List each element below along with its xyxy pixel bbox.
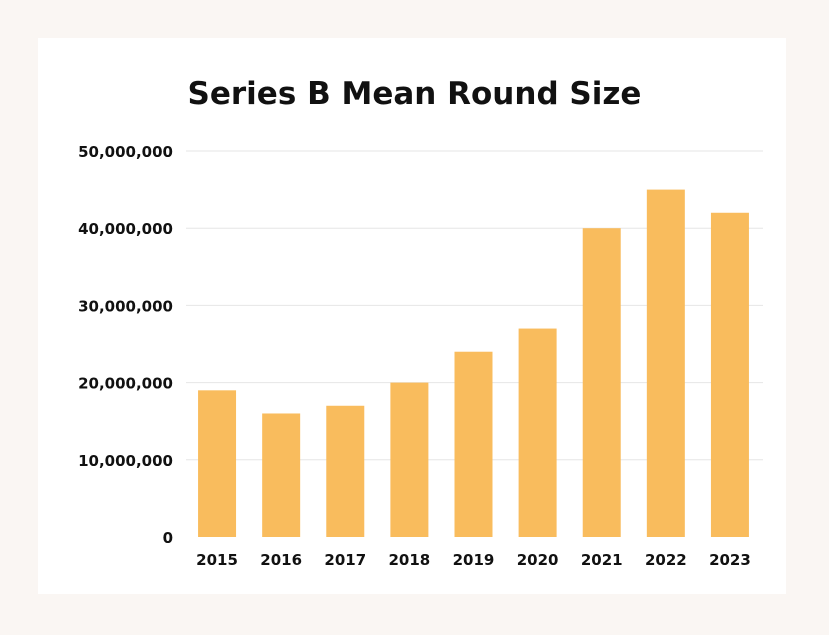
x-tick-label: 2015 xyxy=(196,551,238,569)
y-tick-label: 30,000,000 xyxy=(78,297,173,315)
bar-2021 xyxy=(582,228,621,537)
bar-2023 xyxy=(710,212,749,537)
bar-2015 xyxy=(198,390,237,537)
bars xyxy=(198,189,749,537)
chart-title: Series B Mean Round Size xyxy=(187,76,642,112)
y-tick-label: 10,000,000 xyxy=(78,452,173,470)
bar-2016 xyxy=(262,413,301,537)
x-tick-label: 2019 xyxy=(453,551,495,569)
y-axis-tick-labels: 0 10,000,000 20,000,000 30,000,000 40,000,00… xyxy=(78,143,173,547)
bar-2022 xyxy=(646,189,685,537)
bar-2017 xyxy=(326,405,365,537)
bar-2019 xyxy=(454,351,493,537)
bar-2018 xyxy=(390,382,429,537)
x-tick-label: 2017 xyxy=(324,551,366,569)
bar-2020 xyxy=(518,328,557,537)
x-tick-label: 2023 xyxy=(709,551,751,569)
y-tick-label: 0 xyxy=(163,529,173,547)
x-tick-label: 2018 xyxy=(389,551,431,569)
y-tick-label: 20,000,000 xyxy=(78,375,173,393)
x-tick-label: 2020 xyxy=(517,551,559,569)
y-tick-label: 40,000,000 xyxy=(78,220,173,238)
x-axis-tick-labels: 2015 2016 2017 2018 2019 2020 2021 2022 2023 xyxy=(196,551,751,569)
y-tick-label: 50,000,000 xyxy=(78,143,173,161)
x-tick-label: 2021 xyxy=(581,551,623,569)
x-tick-label: 2022 xyxy=(645,551,687,569)
x-tick-label: 2016 xyxy=(260,551,302,569)
